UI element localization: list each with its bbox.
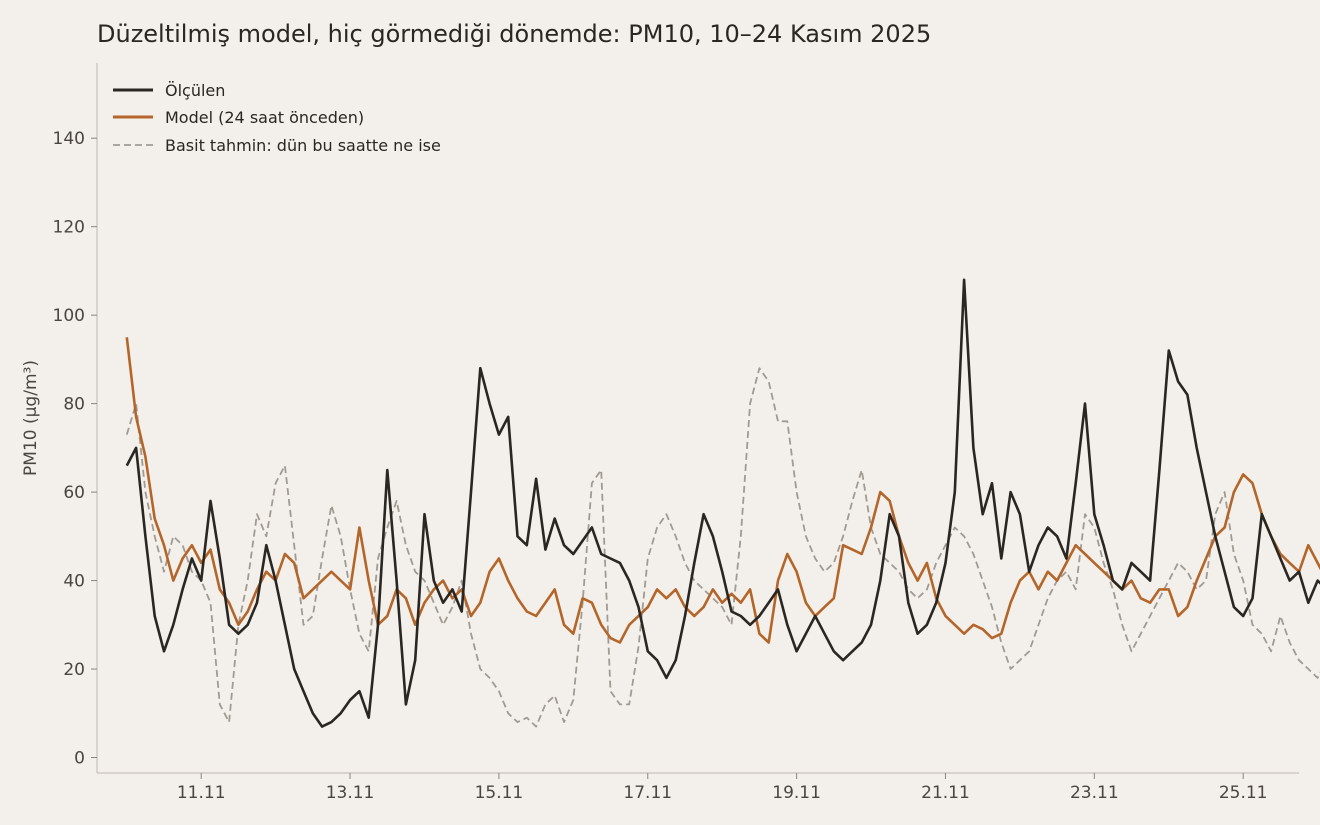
legend-label-model: Model (24 saat önceden) (165, 108, 364, 127)
y-ticks: 0 20 40 60 80 100 120 140 (53, 129, 97, 769)
y-tick-label: 20 (63, 660, 85, 680)
y-tick-label: 0 (74, 749, 85, 769)
x-tick-label: 11.11 (177, 783, 226, 803)
y-tick-label: 80 (63, 395, 85, 415)
series-model-line (125, 337, 1320, 644)
legend: Ölçülen Model (24 saat önceden) Basit ta… (113, 81, 441, 155)
y-tick-label: 40 (63, 572, 85, 592)
x-ticks: 11.11 13.11 15.11 17.11 19.11 21.11 23.11 25.11 (177, 773, 1268, 803)
series-layer (125, 278, 1320, 728)
x-tick-label: 17.11 (623, 783, 672, 803)
y-tick-label: 60 (63, 483, 85, 503)
x-tick-label: 15.11 (475, 783, 524, 803)
x-tick-label: 19.11 (772, 783, 821, 803)
y-tick-label: 140 (53, 129, 85, 149)
y-tick-label: 120 (53, 218, 85, 238)
y-tick-label: 100 (53, 306, 85, 326)
series-naive-line (125, 367, 1320, 728)
chart-axes (96, 63, 1299, 774)
legend-label-naive: Basit tahmin: dün bu saatte ne ise (165, 136, 441, 155)
y-axis-label: PM10 (µg/m³) (21, 360, 41, 476)
x-tick-label: 21.11 (921, 783, 970, 803)
chart-title: Düzeltilmiş model, hiç görmediği dönemde… (97, 20, 931, 48)
x-tick-label: 23.11 (1070, 783, 1119, 803)
series-olculen-line (125, 278, 1320, 728)
legend-label-olculen: Ölçülen (165, 81, 225, 100)
x-tick-label: 25.11 (1219, 783, 1268, 803)
x-tick-label: 13.11 (326, 783, 375, 803)
